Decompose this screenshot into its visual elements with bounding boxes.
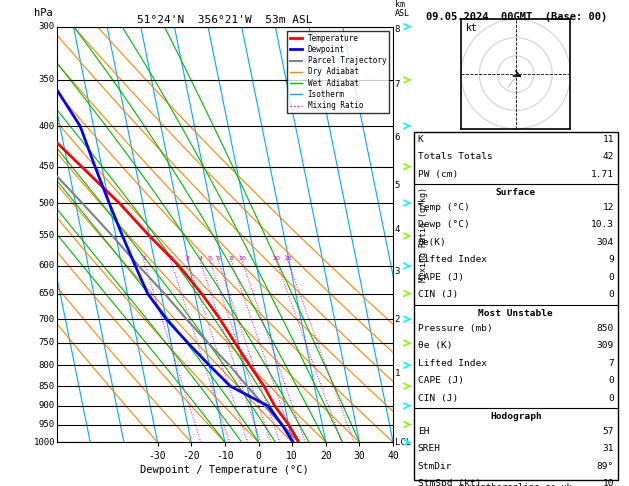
Text: hPa: hPa	[34, 8, 53, 18]
Text: 9: 9	[608, 255, 614, 264]
Text: Totals Totals: Totals Totals	[418, 152, 493, 161]
Text: 850: 850	[39, 382, 55, 391]
Text: CAPE (J): CAPE (J)	[418, 273, 464, 282]
Text: 3: 3	[395, 267, 400, 276]
Text: 750: 750	[39, 338, 55, 347]
Text: Surface: Surface	[496, 188, 536, 197]
Text: Hodograph: Hodograph	[490, 412, 542, 421]
Text: 309: 309	[597, 341, 614, 350]
Text: 800: 800	[39, 361, 55, 370]
Text: θe(K): θe(K)	[418, 238, 447, 247]
Legend: Temperature, Dewpoint, Parcel Trajectory, Dry Adiabat, Wet Adiabat, Isotherm, Mi: Temperature, Dewpoint, Parcel Trajectory…	[287, 31, 389, 113]
Text: kt: kt	[465, 23, 477, 33]
Text: PW (cm): PW (cm)	[418, 170, 458, 179]
Text: Mixing Ratio (g/kg): Mixing Ratio (g/kg)	[419, 187, 428, 282]
Text: 12: 12	[603, 203, 614, 212]
X-axis label: Dewpoint / Temperature (°C): Dewpoint / Temperature (°C)	[140, 466, 309, 475]
Text: CAPE (J): CAPE (J)	[418, 376, 464, 385]
Text: 09.05.2024  00GMT  (Base: 00): 09.05.2024 00GMT (Base: 00)	[426, 12, 608, 22]
Text: 6: 6	[216, 256, 220, 261]
Text: Lifted Index: Lifted Index	[418, 255, 487, 264]
Text: 850: 850	[597, 324, 614, 332]
Text: 1: 1	[395, 369, 400, 378]
Text: 2: 2	[395, 314, 400, 324]
Text: StmDir: StmDir	[418, 462, 452, 471]
Text: 4: 4	[198, 256, 203, 261]
Text: 1: 1	[142, 256, 146, 261]
Text: 10.3: 10.3	[591, 220, 614, 229]
Text: 89°: 89°	[597, 462, 614, 471]
Text: 57: 57	[603, 427, 614, 436]
Text: Temp (°C): Temp (°C)	[418, 203, 469, 212]
Text: 0: 0	[608, 376, 614, 385]
Text: 1.71: 1.71	[591, 170, 614, 179]
Text: 950: 950	[39, 420, 55, 429]
Text: LCL: LCL	[395, 438, 411, 447]
Text: 300: 300	[39, 22, 55, 31]
Text: 3: 3	[186, 256, 190, 261]
Text: 6: 6	[395, 133, 400, 141]
Text: Pressure (mb): Pressure (mb)	[418, 324, 493, 332]
Text: 10: 10	[603, 479, 614, 486]
Text: 20: 20	[272, 256, 281, 261]
Text: 8: 8	[230, 256, 233, 261]
Text: StmSpd (kt): StmSpd (kt)	[418, 479, 481, 486]
Text: 0: 0	[608, 290, 614, 299]
Text: SREH: SREH	[418, 444, 441, 453]
Text: 350: 350	[39, 75, 55, 85]
Text: 450: 450	[39, 162, 55, 171]
Text: Dewp (°C): Dewp (°C)	[418, 220, 469, 229]
Title: 51°24'N  356°21'W  53m ASL: 51°24'N 356°21'W 53m ASL	[137, 15, 313, 25]
Text: CIN (J): CIN (J)	[418, 290, 458, 299]
Text: 900: 900	[39, 401, 55, 410]
Text: 400: 400	[39, 122, 55, 131]
Text: 5: 5	[208, 256, 212, 261]
Text: Most Unstable: Most Unstable	[479, 309, 553, 318]
Text: 7: 7	[608, 359, 614, 367]
Text: 2: 2	[169, 256, 173, 261]
Text: 600: 600	[39, 261, 55, 270]
Text: 5: 5	[395, 181, 400, 190]
Text: 550: 550	[39, 231, 55, 241]
Text: CIN (J): CIN (J)	[418, 394, 458, 402]
Text: 1000: 1000	[33, 438, 55, 447]
Text: 31: 31	[603, 444, 614, 453]
Text: © weatheronline.co.uk: © weatheronline.co.uk	[459, 483, 572, 486]
Text: 42: 42	[603, 152, 614, 161]
Text: 650: 650	[39, 289, 55, 298]
Text: 0: 0	[608, 394, 614, 402]
Text: 25: 25	[284, 256, 292, 261]
Text: 7: 7	[395, 80, 400, 89]
Text: 500: 500	[39, 199, 55, 208]
Text: 304: 304	[597, 238, 614, 247]
Text: km
ASL: km ASL	[395, 0, 410, 18]
Text: EH: EH	[418, 427, 429, 436]
Text: θe (K): θe (K)	[418, 341, 452, 350]
Text: 0: 0	[608, 273, 614, 282]
Text: 700: 700	[39, 314, 55, 324]
Text: Lifted Index: Lifted Index	[418, 359, 487, 367]
Text: 11: 11	[603, 135, 614, 144]
Text: 8: 8	[395, 24, 400, 34]
Text: 4: 4	[395, 225, 400, 234]
Text: 10: 10	[238, 256, 246, 261]
Text: K: K	[418, 135, 423, 144]
